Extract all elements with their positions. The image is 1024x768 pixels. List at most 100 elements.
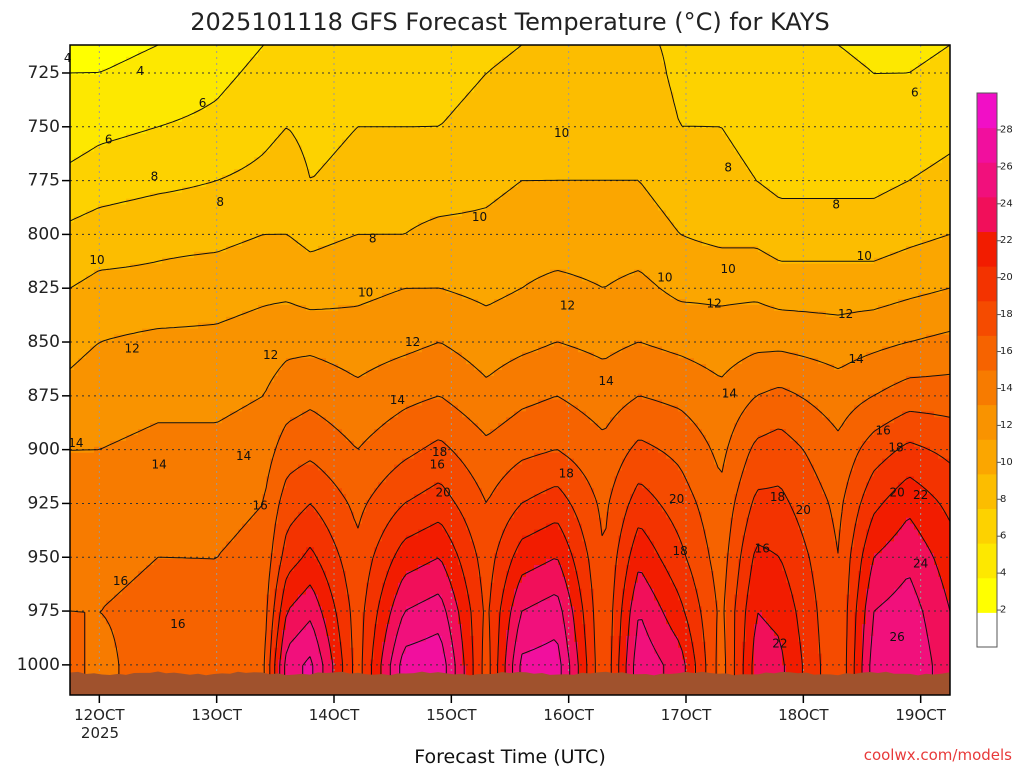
- field-cell: [858, 358, 863, 407]
- field-cell: [254, 511, 259, 695]
- field-cell: [78, 216, 83, 282]
- field-cell: [666, 458, 671, 519]
- field-cell: [438, 523, 443, 560]
- field-cell: [478, 429, 483, 489]
- field-cell: [106, 600, 111, 625]
- field-cell: [638, 393, 643, 442]
- field-cell: [702, 641, 707, 695]
- field-cell: [782, 198, 787, 265]
- field-cell: [386, 234, 391, 294]
- field-cell: [382, 45, 387, 129]
- field-cell: [538, 529, 543, 566]
- field-cell: [442, 565, 447, 607]
- field-cell: [218, 322, 223, 424]
- field-cell: [562, 624, 567, 695]
- field-cell: [318, 45, 323, 170]
- field-cell: [618, 470, 623, 537]
- field-cell: [726, 446, 731, 554]
- field-cell: [658, 559, 663, 607]
- field-cell: [926, 375, 931, 412]
- field-cell: [926, 334, 931, 377]
- field-cell: [710, 570, 715, 695]
- field-cell: [890, 541, 895, 596]
- field-cell: [714, 305, 719, 377]
- field-cell: [126, 56, 131, 135]
- field-cell: [386, 364, 391, 424]
- field-cell: [482, 435, 487, 501]
- field-cell: [570, 458, 575, 507]
- field-cell: [286, 127, 291, 235]
- field-cell: [526, 458, 531, 501]
- field-cell: [254, 56, 259, 158]
- field-cell: [790, 352, 795, 395]
- field-cell: [310, 358, 315, 412]
- field-cell: [730, 370, 735, 436]
- field-cell: [922, 411, 927, 448]
- field-cell: [238, 45, 243, 76]
- field-cell: [770, 45, 775, 194]
- field-cell: [254, 310, 259, 401]
- field-cell: [394, 417, 399, 466]
- field-cell: [602, 529, 607, 695]
- field-cell: [454, 216, 459, 294]
- field-cell: [646, 192, 651, 277]
- field-cell: [398, 358, 403, 412]
- field-cell: [710, 245, 715, 306]
- field-cell: [450, 500, 455, 542]
- field-cell: [942, 417, 947, 460]
- field-cell: [610, 45, 615, 182]
- field-cell: [202, 45, 207, 111]
- source-credit[interactable]: coolwx.com/models: [864, 746, 1012, 764]
- field-cell: [94, 74, 99, 147]
- contour-line-24: [279, 517, 950, 695]
- y-tick-label: 825: [28, 278, 60, 298]
- field-cell: [594, 500, 599, 695]
- field-cell: [366, 582, 371, 695]
- field-cell: [482, 74, 487, 212]
- field-cell: [794, 198, 799, 265]
- field-cell: [542, 180, 547, 277]
- field-cell: [574, 275, 579, 347]
- field-cell: [214, 180, 219, 253]
- field-cell: [554, 594, 559, 643]
- field-cell: [134, 576, 139, 695]
- field-cell: [182, 423, 187, 560]
- field-cell: [298, 358, 303, 418]
- field-cell: [530, 535, 535, 572]
- field-cell: [410, 535, 415, 572]
- field-cell: [378, 541, 383, 602]
- field-cell: [306, 547, 311, 590]
- field-cell: [502, 192, 507, 300]
- field-cell: [890, 305, 895, 347]
- field-cell: [274, 305, 279, 377]
- field-cell: [450, 588, 455, 643]
- field-cell: [554, 452, 559, 489]
- colorbar-swatch: [977, 508, 997, 544]
- field-cell: [718, 245, 723, 306]
- field-cell: [894, 535, 899, 590]
- field-cell: [670, 92, 675, 223]
- field-cell: [910, 45, 915, 70]
- field-cell: [74, 364, 79, 454]
- field-cell: [850, 411, 855, 472]
- field-cell: [882, 423, 887, 460]
- field-cell: [914, 446, 919, 483]
- field-cell: [210, 180, 215, 253]
- contour-label: 12: [838, 307, 853, 321]
- field-cell: [906, 299, 911, 342]
- field-cell: [174, 559, 179, 695]
- field-cell: [678, 411, 683, 472]
- field-cell: [326, 364, 331, 424]
- field-cell: [282, 547, 287, 590]
- field-cell: [550, 346, 555, 401]
- field-cell: [806, 310, 811, 359]
- field-cell: [554, 559, 559, 596]
- field-cell: [742, 305, 747, 359]
- field-cell: [746, 245, 751, 306]
- field-cell: [254, 240, 259, 312]
- field-cell: [430, 488, 435, 525]
- field-cell: [294, 240, 299, 306]
- field-cell: [334, 151, 339, 241]
- x-axis-year: 2025: [81, 724, 119, 742]
- field-cell: [442, 399, 447, 442]
